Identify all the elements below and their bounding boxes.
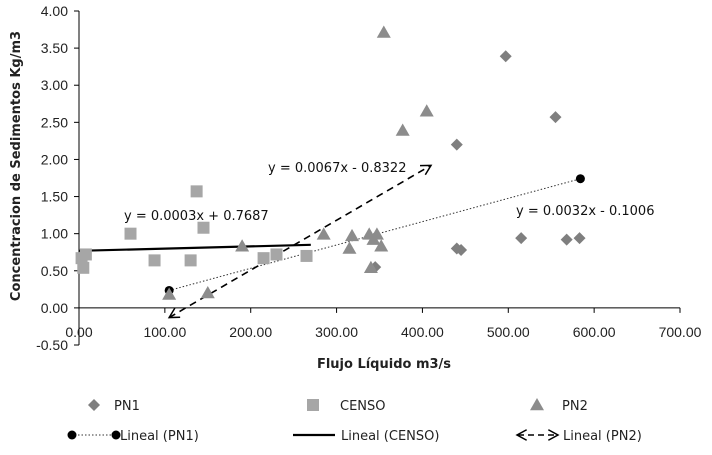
point-censo — [79, 248, 92, 261]
point-pn2 — [316, 227, 331, 240]
y-tick-label: 3.00 — [41, 77, 68, 93]
y-tick-label: 2.00 — [41, 151, 68, 167]
y-tick-label: 3.50 — [41, 40, 68, 56]
trendline-pn1-end-dot — [575, 174, 585, 184]
trendline-censo — [78, 243, 311, 252]
legend-lineal-pn2-arrow-left — [515, 429, 528, 441]
legend-lineal-pn1-dot-right — [111, 430, 121, 440]
legend-pn1-label: PN1 — [114, 399, 140, 414]
point-censo — [270, 248, 283, 261]
x-tick-label: 400.00 — [401, 324, 444, 340]
point-pn2 — [363, 260, 378, 274]
legend: PN1 CENSO PN2 Lineal (PN1) Lineal (CENSO) Lin… — [67, 398, 642, 444]
point-censo — [77, 261, 90, 274]
point-censo — [190, 185, 203, 198]
x-tick-label: 200.00 — [229, 324, 272, 340]
data-points — [75, 25, 586, 300]
point-pn1 — [549, 111, 562, 124]
legend-pn2-marker — [530, 398, 544, 411]
point-pn1 — [450, 138, 463, 151]
point-censo — [124, 227, 137, 240]
y-tick-label: 0.00 — [41, 300, 68, 316]
point-censo — [257, 252, 270, 265]
point-pn2 — [200, 286, 215, 299]
point-pn2 — [235, 239, 250, 252]
point-pn1 — [499, 50, 512, 63]
point-pn2 — [374, 239, 389, 252]
equation-pn1: y = 0.0032x - 0.1006 — [516, 204, 654, 219]
y-axis-title: Concentracion de Sedimentos Kg/m3 — [9, 31, 24, 301]
x-axis-title: Flujo Líquido m3/s — [317, 357, 451, 372]
y-tick-label: 0.50 — [41, 263, 68, 279]
legend-censo-label: CENSO — [340, 399, 386, 414]
equation-pn2: y = 0.0067x - 0.8322 — [268, 161, 406, 176]
y-tick-label: 2.50 — [41, 114, 68, 130]
point-censo — [184, 254, 197, 267]
y-tick-label: -0.50 — [36, 337, 68, 353]
trendline-pn1 — [169, 178, 581, 291]
equation-censo: y = 0.0003x + 0.7687 — [124, 209, 269, 224]
point-pn2 — [395, 123, 410, 136]
legend-pn2-label: PN2 — [562, 399, 588, 414]
point-pn2 — [419, 104, 434, 117]
y-tick-label: 1.50 — [41, 189, 68, 205]
point-pn1 — [515, 232, 528, 245]
point-pn2 — [162, 287, 177, 300]
point-pn2 — [345, 228, 360, 242]
point-pn1 — [573, 232, 586, 245]
x-tick-label: 100.00 — [143, 324, 186, 340]
legend-lineal-censo-label: Lineal (CENSO) — [341, 429, 439, 444]
point-pn2 — [342, 241, 357, 254]
legend-pn1-marker — [88, 399, 100, 411]
y-tick-label: 1.00 — [41, 226, 68, 242]
trendline-pn2 — [168, 164, 432, 319]
trendline-pn2-arrow-end — [419, 164, 433, 176]
legend-lineal-pn2-label: Lineal (PN2) — [563, 429, 642, 444]
legend-lineal-pn1-dot-left — [67, 430, 77, 440]
legend-lineal-pn2-arrow-right — [547, 429, 560, 441]
trendline-pn2-arrow-start — [167, 307, 181, 319]
point-censo — [300, 249, 313, 262]
x-tick-label: 0.00 — [65, 324, 92, 340]
point-pn1 — [455, 243, 468, 256]
legend-censo-marker — [307, 399, 319, 411]
x-tick-label: 500.00 — [487, 324, 530, 340]
legend-lineal-pn1-label: Lineal (PN1) — [120, 429, 199, 444]
axes: -0.500.000.501.001.502.002.503.003.504.0… — [36, 3, 702, 353]
point-censo — [148, 254, 161, 267]
point-pn2 — [376, 25, 391, 38]
point-pn2 — [369, 227, 384, 240]
point-censo — [197, 221, 210, 234]
x-tick-label: 600.00 — [573, 324, 616, 340]
trendlines — [78, 164, 585, 319]
equations: y = 0.0032x - 0.1006 y = 0.0003x + 0.7687… — [124, 161, 654, 224]
point-pn1 — [560, 233, 573, 246]
x-tick-label: 700.00 — [659, 324, 702, 340]
y-tick-label: 4.00 — [41, 3, 68, 19]
x-tick-label: 300.00 — [315, 324, 358, 340]
